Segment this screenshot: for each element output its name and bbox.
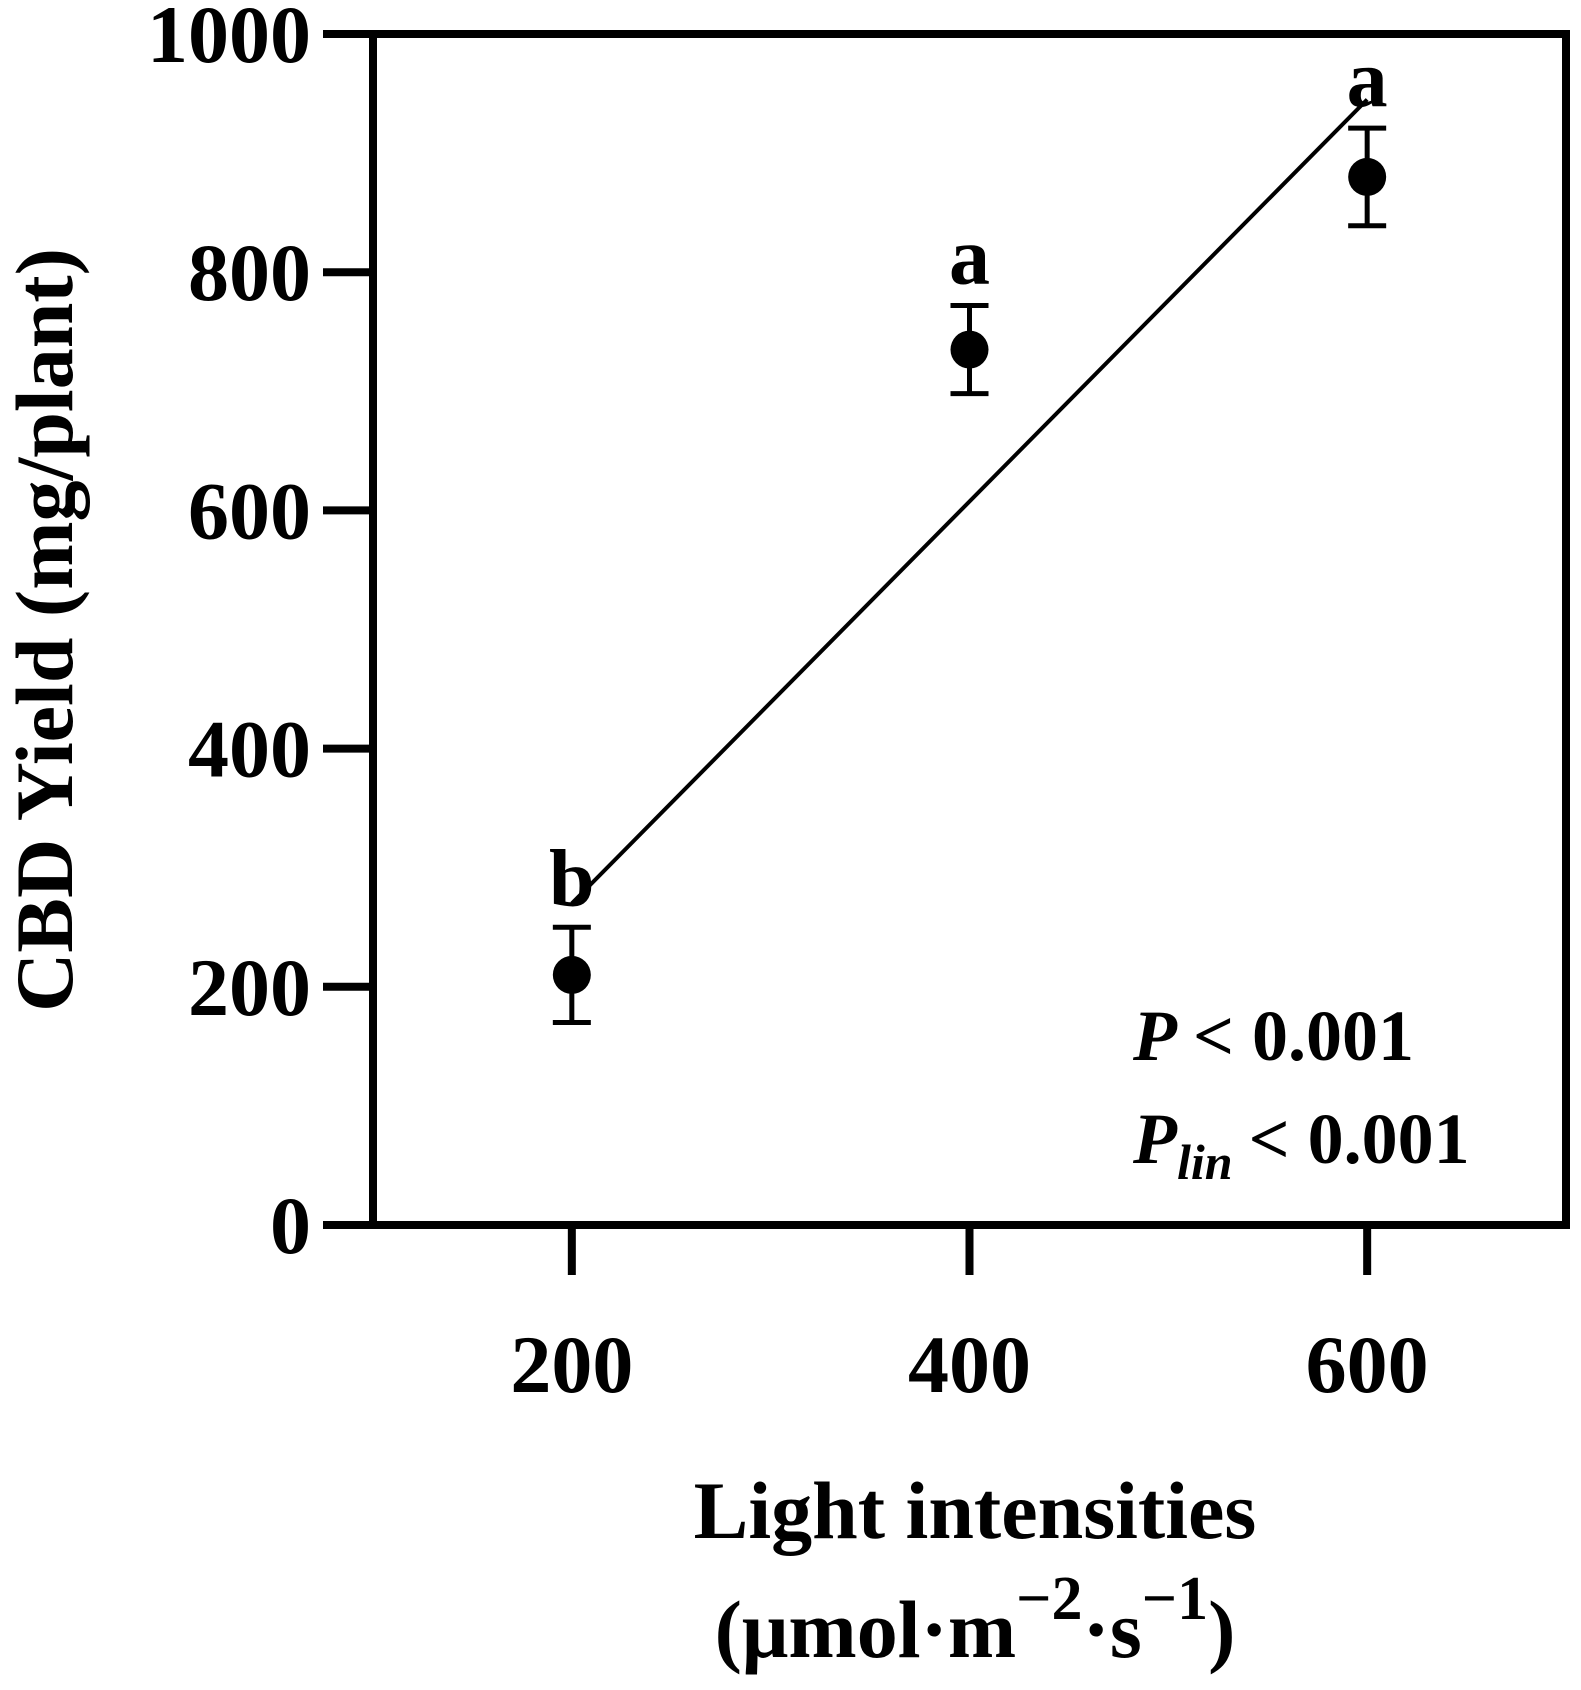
x-unit-mid: ·s — [1082, 1584, 1141, 1675]
x-axis-unit-label: (μmol·m−2·s−1) — [715, 1565, 1236, 1675]
x-unit-exp2: −1 — [1142, 1565, 1208, 1633]
x-tick-label-200: 200 — [510, 1319, 633, 1410]
axis-ticks: 0 200 400 600 800 1000 200 400 600 — [147, 0, 1429, 1410]
x-unit-open: (μmol·m — [715, 1584, 1017, 1675]
y-tick-label-0: 0 — [270, 1180, 311, 1271]
y-tick-label-400: 400 — [188, 704, 311, 795]
data-point-1 — [950, 330, 989, 369]
stats-plin-text: < 0.001 — [1249, 1099, 1470, 1179]
stats-plin-value: Plin < 0.001 — [1132, 1099, 1470, 1190]
data-point-0 — [552, 955, 591, 994]
y-tick-label-600: 600 — [188, 465, 311, 556]
stats-plin-sub: lin — [1177, 1134, 1233, 1190]
stats-p-symbol: P — [1132, 996, 1178, 1076]
x-unit-exp1: −2 — [1016, 1565, 1082, 1633]
y-axis-label: CBD Yield (mg/plant) — [0, 248, 90, 1012]
stats-plin-symbol: P — [1132, 1099, 1178, 1179]
x-unit-close: ) — [1208, 1584, 1235, 1675]
x-tick-label-400: 400 — [908, 1319, 1031, 1410]
data-marks: b a a — [549, 33, 1388, 1026]
significance-letter-1: a — [949, 211, 990, 302]
data-point-2 — [1348, 157, 1387, 196]
significance-letter-0: b — [549, 832, 595, 923]
x-tick-label-600: 600 — [1306, 1319, 1429, 1410]
y-tick-label-1000: 1000 — [147, 0, 311, 80]
regression-line — [570, 98, 1369, 905]
significance-letter-2: a — [1347, 33, 1388, 124]
stats-p-value: P < 0.001 — [1132, 996, 1414, 1076]
y-tick-label-800: 800 — [188, 227, 311, 318]
x-axis-label: Light intensities — [694, 1465, 1257, 1556]
y-tick-label-200: 200 — [188, 942, 311, 1033]
stats-p-text: < 0.001 — [1193, 996, 1414, 1076]
